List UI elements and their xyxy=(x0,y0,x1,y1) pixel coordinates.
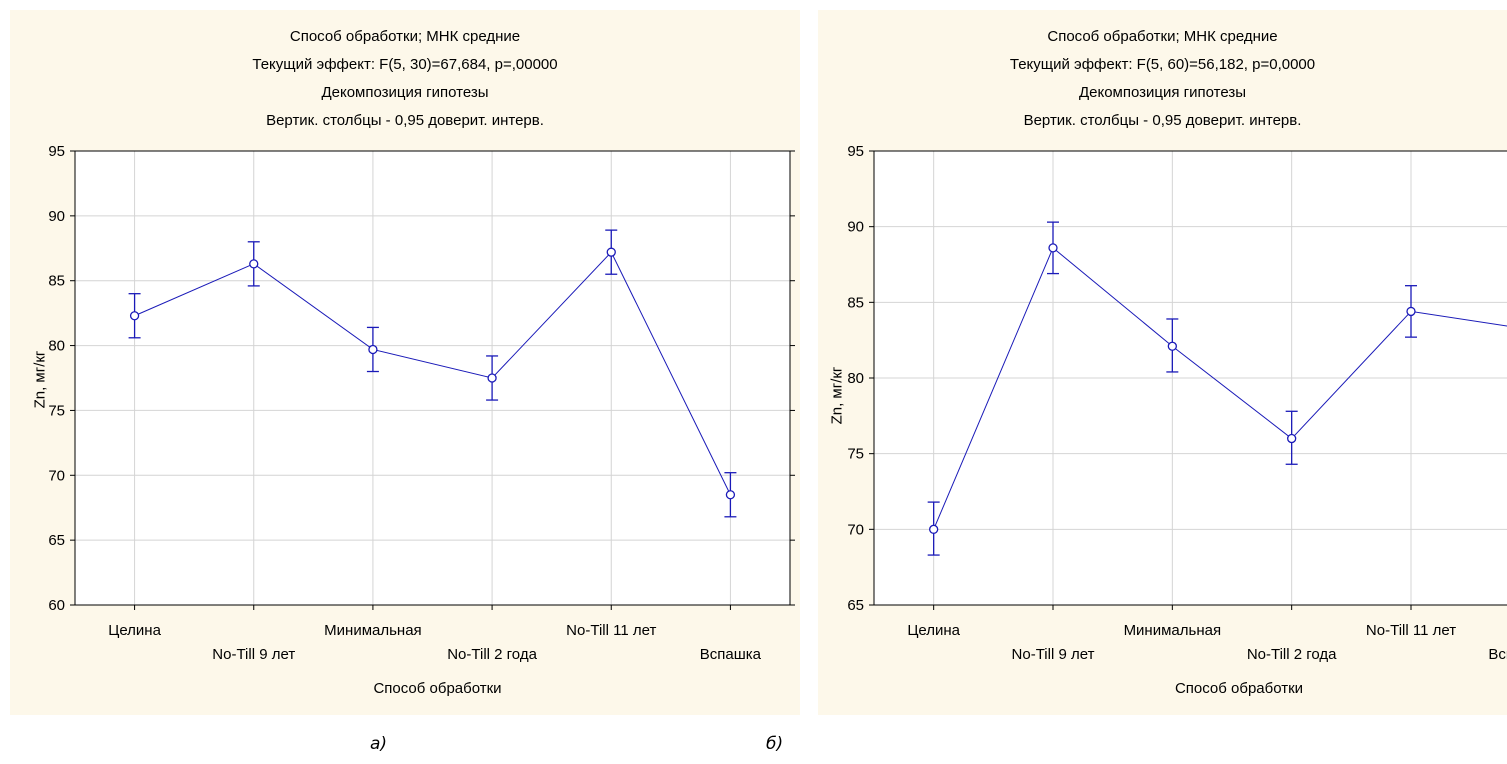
chart-subtitle-line: Декомпозиция гипотезы xyxy=(321,84,489,101)
y-tick-label: 70 xyxy=(48,467,65,484)
data-point xyxy=(129,311,140,321)
data-point xyxy=(1167,341,1177,351)
chart-plot-b: 65 70 75 80 85 90 95 Целина No-Till 9 лет Минимал… xyxy=(847,143,1507,663)
data-point xyxy=(1406,306,1416,317)
x-tick-label: No-Till 9 лет xyxy=(212,646,295,663)
chart-title-line: Способ обработки; МНК средние xyxy=(1047,28,1278,45)
y-tick-label: 65 xyxy=(48,532,65,549)
y-tick-label: 85 xyxy=(847,294,864,311)
chart-title-line: Способ обработки; МНК средние xyxy=(289,28,521,45)
y-tick-label: 60 xyxy=(48,597,65,614)
chart-plot-a: 60 65 70 75 80 85 90 95 Целина No-Till 9 лет Миним… xyxy=(48,143,795,663)
x-tick-label: No-Till 11 лет xyxy=(566,622,656,639)
chart-subtitle-line: Вертик. столбцы - 0,95 доверит. интерв. xyxy=(266,112,544,129)
x-tick-label: No-Till 11 лет xyxy=(1366,622,1456,639)
x-tick-label: Минимальная xyxy=(324,622,422,639)
figure-caption-a: а) xyxy=(370,734,388,754)
chart-subtitle-line: Вертик. столбцы - 0,95 доверит. интерв. xyxy=(1023,112,1302,129)
x-tick-label: Целина xyxy=(907,622,960,639)
series-line xyxy=(933,247,1507,530)
y-tick-label: 90 xyxy=(847,219,864,236)
chart-panel-a: Способ обработки; МНК средние Текущий эф… xyxy=(10,10,800,715)
x-tick-label: Вспаш xyxy=(1488,646,1507,663)
y-tick-label: 90 xyxy=(48,208,65,225)
x-axis-label: Способ обработки xyxy=(1174,680,1304,697)
x-tick-label: No-Till 9 лет xyxy=(1012,646,1095,663)
data-point xyxy=(606,247,616,257)
y-tick-label: 95 xyxy=(48,143,65,160)
data-point xyxy=(1287,433,1297,444)
chart-subtitle-line: Текущий эффект: F(5, 30)=67,684, p=,0000… xyxy=(252,56,558,73)
x-tick-label: Минимальная xyxy=(1124,622,1222,639)
y-tick-label: 95 xyxy=(847,143,864,160)
x-tick-label: No-Till 2 года xyxy=(1247,646,1337,663)
data-point xyxy=(1048,243,1058,253)
x-tick-label: Вспашка xyxy=(700,646,762,663)
chart-subtitle-line: Текущий эффект: F(5, 60)=56,182, p=0,000… xyxy=(1009,56,1316,73)
y-tick-label: 75 xyxy=(847,446,864,463)
y-tick-label: 75 xyxy=(48,402,65,419)
y-tick-label: 80 xyxy=(847,370,864,387)
data-point xyxy=(929,524,939,534)
series-line xyxy=(134,251,731,495)
y-tick-label: 80 xyxy=(48,338,65,355)
x-axis-label: Способ обработки xyxy=(373,680,502,697)
chart-subtitle-line: Декомпозиция гипотезы xyxy=(1078,84,1247,101)
x-tick-label: No-Till 2 года xyxy=(447,646,537,663)
data-point xyxy=(487,373,497,383)
y-tick-label: 65 xyxy=(847,597,864,614)
plot-area xyxy=(75,151,790,605)
figure-caption-b: б) xyxy=(766,734,784,754)
data-point xyxy=(368,344,378,355)
y-tick-label: 85 xyxy=(48,273,65,290)
y-tick-label: 70 xyxy=(847,521,864,538)
data-point xyxy=(249,259,259,269)
chart-panel-b: Способ обработки; МНК средние Текущий эф… xyxy=(818,10,1507,715)
x-tick-label: Целина xyxy=(108,622,161,639)
data-point xyxy=(725,490,736,500)
